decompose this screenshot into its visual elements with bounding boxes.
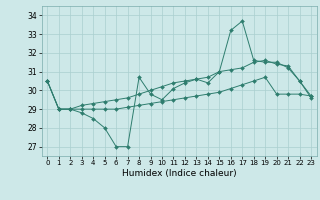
X-axis label: Humidex (Indice chaleur): Humidex (Indice chaleur) bbox=[122, 169, 236, 178]
